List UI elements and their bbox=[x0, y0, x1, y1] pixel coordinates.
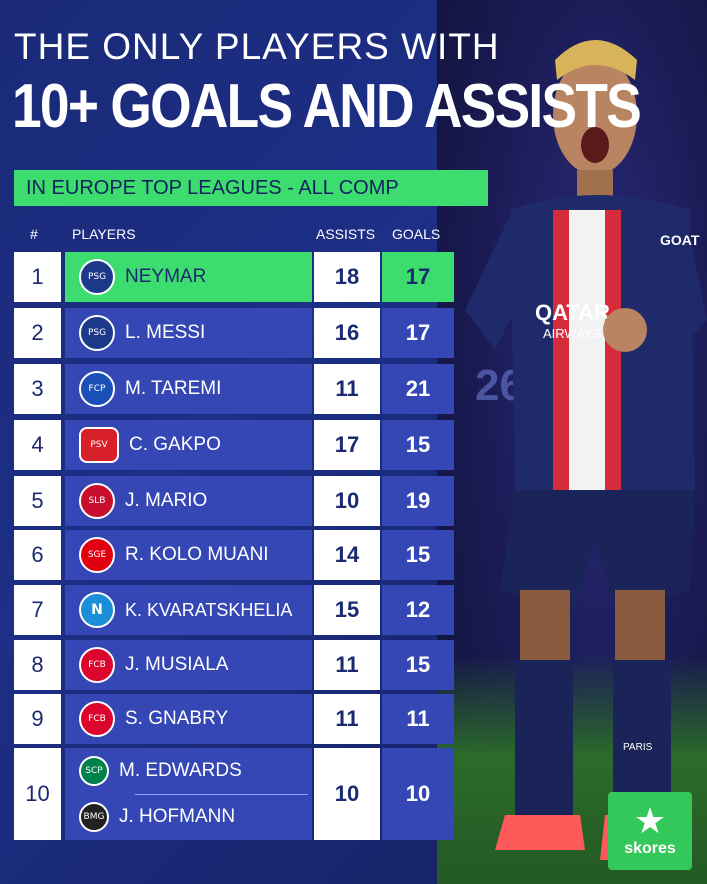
player-cell: SCP M. EDWARDS BMG J. HOFMANN bbox=[65, 748, 312, 840]
porto-crest-icon: FCP bbox=[79, 371, 115, 407]
player-cell: N K. KVARATSKHELIA bbox=[65, 585, 312, 635]
subtitle-text: IN EUROPE TOP LEAGUES - ALL COMP bbox=[26, 176, 399, 199]
shirt-sponsor-line2: AIRWAYS bbox=[543, 326, 602, 341]
subtitle-banner: IN EUROPE TOP LEAGUES - ALL COMP bbox=[14, 170, 488, 206]
player-photo: 26 QATAR AIRWAYS GOAT PARIS bbox=[465, 40, 707, 860]
table-row: 3 FCP M. TAREMI 11 21 bbox=[14, 364, 454, 414]
psg-crest-icon: PSG bbox=[79, 259, 115, 295]
sleeve-text: GOAT bbox=[660, 232, 700, 248]
bayern-crest-icon: FCB bbox=[79, 647, 115, 683]
assists-cell: 15 bbox=[314, 585, 380, 635]
title-line1: THE ONLY PLAYERS WITH bbox=[14, 26, 500, 67]
table-row: 9 FCB S. GNABRY 11 11 bbox=[14, 694, 454, 744]
rank-cell: 5 bbox=[14, 476, 61, 526]
rank-cell: 2 bbox=[14, 308, 61, 358]
player-cell: FCB J. MUSIALA bbox=[65, 640, 312, 690]
player-cell: PSG L. MESSI bbox=[65, 308, 312, 358]
shirt-sponsor-line1: QATAR bbox=[535, 300, 610, 325]
player-cell: FCB S. GNABRY bbox=[65, 694, 312, 744]
table-row: 6 SGE R. KOLO MUANI 14 15 bbox=[14, 530, 454, 580]
goals-cell: 15 bbox=[382, 420, 454, 470]
col-header-rank: # bbox=[30, 226, 38, 242]
player-name: J. MARIO bbox=[125, 490, 208, 511]
assists-cell: 11 bbox=[314, 694, 380, 744]
table-row: 1 PSG NEYMAR 18 17 bbox=[14, 252, 454, 302]
goals-cell: 19 bbox=[382, 476, 454, 526]
rank-cell: 8 bbox=[14, 640, 61, 690]
psv-liverpool-crest-icon: PSV bbox=[79, 427, 119, 463]
goals-cell: 11 bbox=[382, 694, 454, 744]
rank-cell: 7 bbox=[14, 585, 61, 635]
benfica-crest-icon: SLB bbox=[79, 483, 115, 519]
assists-cell: 14 bbox=[314, 530, 380, 580]
brand-name: skores bbox=[624, 840, 676, 857]
table-row: 7 N K. KVARATSKHELIA 15 12 bbox=[14, 585, 454, 635]
goals-cell: 17 bbox=[382, 252, 454, 302]
col-header-goals: GOALS bbox=[392, 226, 441, 242]
player-cell: PSV C. GAKPO bbox=[65, 420, 312, 470]
assists-cell: 11 bbox=[314, 640, 380, 690]
assists-cell: 17 bbox=[314, 420, 380, 470]
star-icon: ★ bbox=[633, 801, 667, 842]
rank-cell: 10 bbox=[14, 748, 61, 840]
goals-cell: 17 bbox=[382, 308, 454, 358]
player-name: L. MESSI bbox=[125, 322, 206, 343]
col-header-players: PLAYERS bbox=[72, 226, 136, 242]
player-cell: SLB J. MARIO bbox=[65, 476, 312, 526]
sock-text: PARIS bbox=[623, 742, 653, 753]
skores-logo: ★ skores bbox=[608, 792, 692, 870]
player-name: J. MUSIALA bbox=[125, 654, 229, 675]
goals-cell: 10 bbox=[382, 748, 454, 840]
player-subrow: SCP M. EDWARDS bbox=[65, 748, 312, 794]
assists-cell: 16 bbox=[314, 308, 380, 358]
player-name: J. HOFMANN bbox=[119, 806, 236, 827]
bayern-crest-icon: FCB bbox=[79, 701, 115, 737]
player-name: M. TAREMI bbox=[125, 378, 222, 399]
assists-cell: 11 bbox=[314, 364, 380, 414]
table-row: 10 SCP M. EDWARDS BMG J. HOFMANN 10 10 bbox=[14, 748, 454, 840]
player-cell: FCP M. TAREMI bbox=[65, 364, 312, 414]
gladbach-crest-icon: BMG bbox=[79, 802, 109, 832]
player-name: R. KOLO MUANI bbox=[125, 544, 269, 565]
rank-cell: 3 bbox=[14, 364, 61, 414]
sporting-crest-icon: SCP bbox=[79, 756, 109, 786]
table-row: 2 PSG L. MESSI 16 17 bbox=[14, 308, 454, 358]
player-name: C. GAKPO bbox=[129, 434, 221, 455]
rank-cell: 6 bbox=[14, 530, 61, 580]
title-line2: 10+ GOALS AND ASSISTS bbox=[12, 72, 642, 141]
player-cell: PSG NEYMAR bbox=[65, 252, 312, 302]
rank-cell: 4 bbox=[14, 420, 61, 470]
player-subrow: BMG J. HOFMANN bbox=[65, 794, 312, 840]
row-divider bbox=[135, 794, 308, 795]
assists-cell: 18 bbox=[314, 252, 380, 302]
player-cell: SGE R. KOLO MUANI bbox=[65, 530, 312, 580]
assists-cell: 10 bbox=[314, 748, 380, 840]
eintracht-frankfurt-crest-icon: SGE bbox=[79, 537, 115, 573]
rank-cell: 9 bbox=[14, 694, 61, 744]
player-name: NEYMAR bbox=[125, 266, 207, 287]
napoli-crest-icon: N bbox=[79, 592, 115, 628]
player-name: S. GNABRY bbox=[125, 708, 229, 729]
goals-cell: 12 bbox=[382, 585, 454, 635]
goals-cell: 15 bbox=[382, 640, 454, 690]
player-name: K. KVARATSKHELIA bbox=[125, 599, 293, 620]
col-header-assists: ASSISTS bbox=[316, 226, 376, 242]
goals-cell: 15 bbox=[382, 530, 454, 580]
player-name: M. EDWARDS bbox=[119, 760, 242, 781]
rank-cell: 1 bbox=[14, 252, 61, 302]
assists-cell: 10 bbox=[314, 476, 380, 526]
table-row: 8 FCB J. MUSIALA 11 15 bbox=[14, 640, 454, 690]
table-row: 4 PSV C. GAKPO 17 15 bbox=[14, 420, 454, 470]
psg-crest-icon: PSG bbox=[79, 315, 115, 351]
goals-cell: 21 bbox=[382, 364, 454, 414]
table-row: 5 SLB J. MARIO 10 19 bbox=[14, 476, 454, 526]
